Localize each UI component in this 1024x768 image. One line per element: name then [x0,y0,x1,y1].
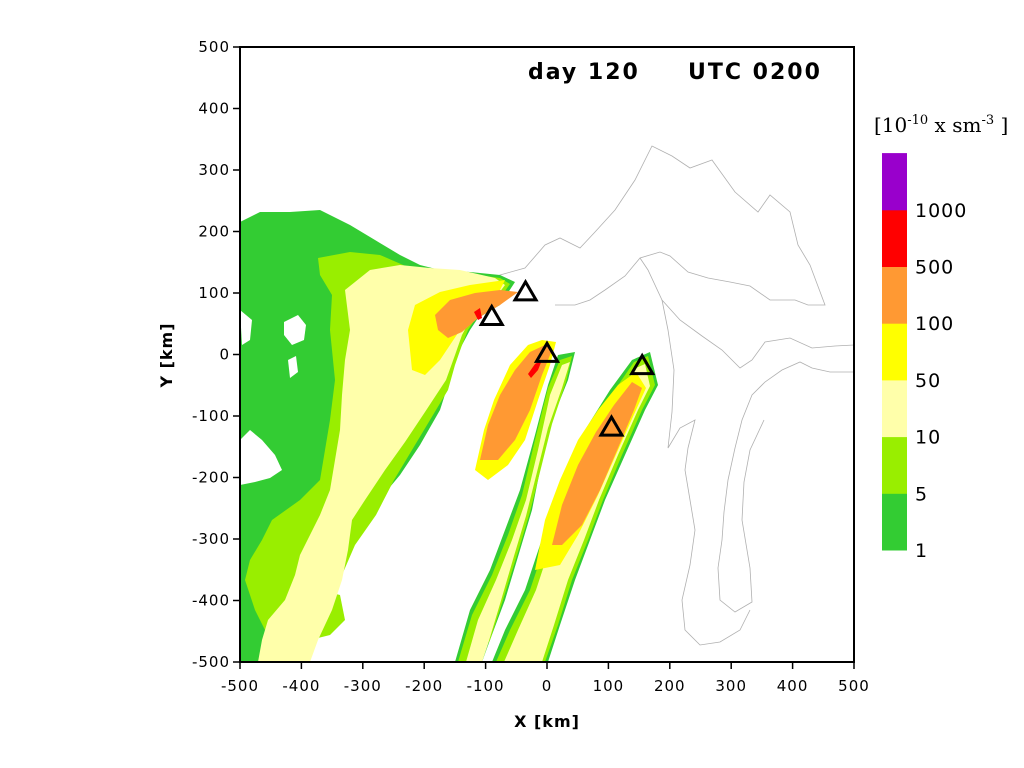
contour-field [240,145,854,662]
x-tick-label: -200 [405,677,443,695]
source-triangle-icon [629,352,656,376]
x-tick-label: -400 [282,677,320,695]
source-triangle-icon [598,414,625,437]
y-tick-label: -300 [192,530,230,548]
y-tick-label: -500 [192,653,230,671]
x-tick-label: 100 [593,677,625,695]
colorbar-level-label: 1000 [915,200,967,222]
source-markers [478,278,656,437]
y-axis-label: Y [km] [157,322,176,388]
y-tick-label: 0 [219,346,230,364]
y-tick-label: -200 [192,469,230,487]
source-triangle-icon [478,303,505,326]
contour-level-500 [474,308,542,378]
x-axis-ticks: -500 -400 -300 -200 -100 0 100 200 300 400 500 [221,662,870,695]
x-tick-label: 300 [715,677,747,695]
colorbar-segment [882,266,907,324]
colorbar-segment [882,493,907,551]
x-tick-label: -500 [221,677,259,695]
y-tick-label: 500 [198,38,230,56]
title-day: day 120 [528,60,640,85]
colorbar-level-label: 50 [915,370,941,392]
x-tick-label: 200 [654,677,686,695]
colorbar-level-label: 1 [915,540,928,562]
contour-holes [240,310,306,485]
y-tick-label: 400 [198,100,230,118]
source-triangle-icon [533,340,561,363]
colorbar-level-label: 10 [915,427,941,449]
x-tick-label: 400 [777,677,809,695]
colorbar-segment [882,153,907,211]
x-tick-label: -300 [344,677,382,695]
y-tick-label: 100 [198,284,230,302]
colorbar-segment [882,209,907,267]
x-tick-label: 500 [838,677,870,695]
x-tick-label: 0 [542,677,553,695]
colorbar-level-label: 100 [915,313,954,335]
coastline [469,145,854,646]
colorbar-level-label: 5 [915,483,928,505]
x-axis-label: X [km] [514,712,580,731]
x-tick-label: -100 [467,677,505,695]
source-triangle-icon [512,278,539,302]
colorbar-segment [882,323,907,381]
colorbar-unit-label: [10-10 x sm-3 ] [874,113,1008,137]
colorbar-segment [882,436,907,494]
y-tick-label: -100 [192,407,230,425]
y-axis-ticks: 500 400 300 200 100 0 -100 -200 -300 -400 -500 [192,38,240,671]
colorbar-level-label: 500 [915,257,954,279]
y-tick-label: 200 [198,223,230,241]
title-utc: UTC 0200 [688,60,822,85]
colorbar-segment [882,379,907,438]
y-tick-label: 300 [198,161,230,179]
colorbar: 1 5 10 50 100 500 1000 [882,153,967,562]
y-tick-label: -400 [192,592,230,610]
